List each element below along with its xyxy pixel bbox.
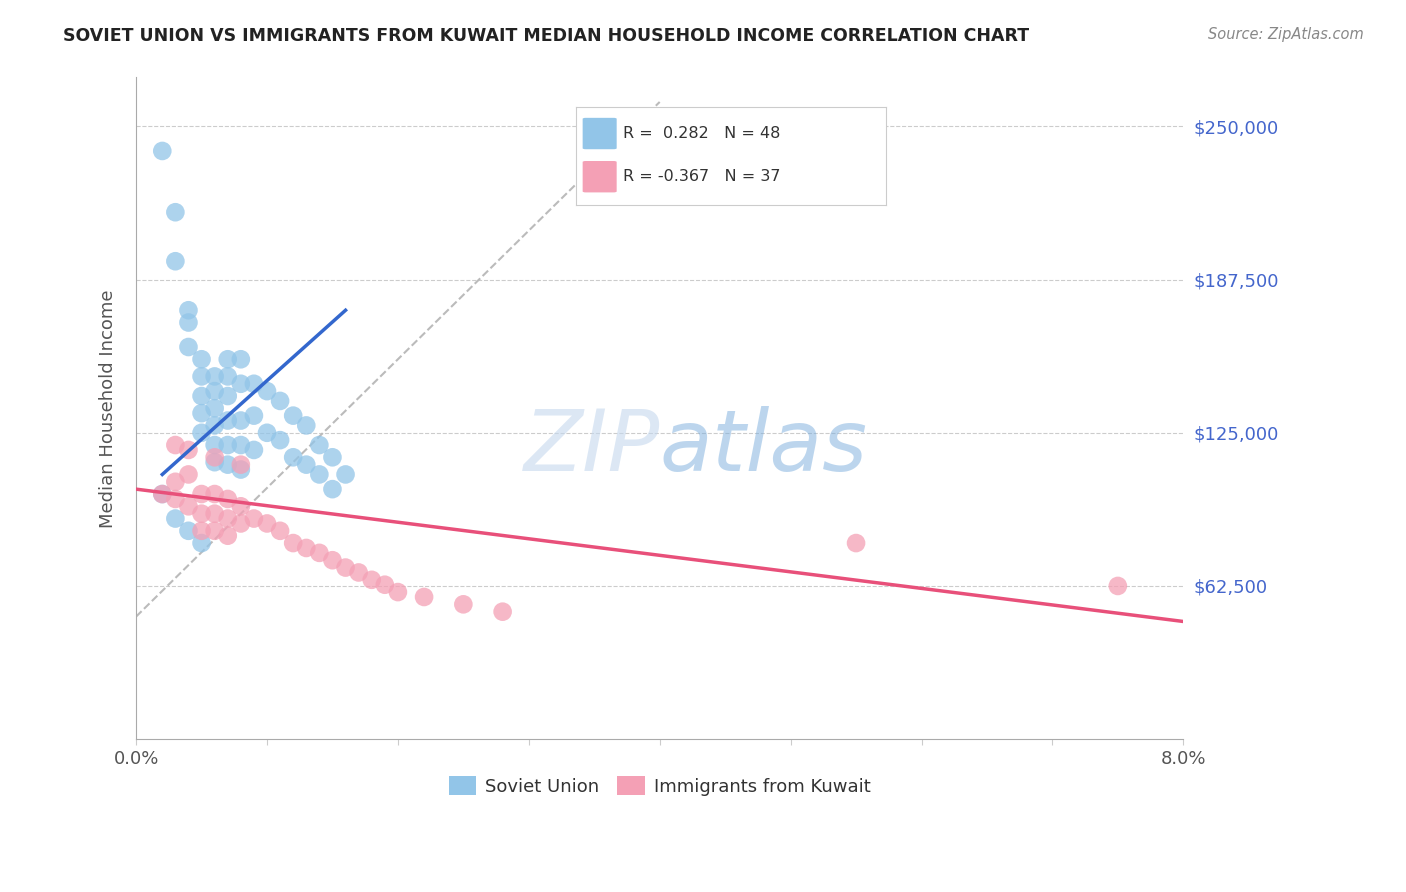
Y-axis label: Median Household Income: Median Household Income [100, 289, 117, 527]
Immigrants from Kuwait [360, 573, 382, 587]
Text: Source: ZipAtlas.com: Source: ZipAtlas.com [1208, 27, 1364, 42]
Immigrants from Kuwait [165, 491, 187, 506]
Soviet Union [256, 384, 278, 398]
Soviet Union [190, 425, 212, 440]
Immigrants from Kuwait [374, 578, 396, 592]
Immigrants from Kuwait [229, 458, 252, 472]
Soviet Union [229, 462, 252, 476]
Immigrants from Kuwait [413, 590, 436, 604]
Immigrants from Kuwait [190, 507, 212, 521]
Text: R =  0.282   N = 48: R = 0.282 N = 48 [623, 126, 780, 141]
Immigrants from Kuwait [491, 605, 513, 619]
Soviet Union [165, 205, 187, 219]
Soviet Union [308, 467, 330, 482]
Soviet Union [177, 524, 200, 538]
Immigrants from Kuwait [150, 487, 173, 501]
Soviet Union [165, 511, 187, 525]
Immigrants from Kuwait [204, 524, 226, 538]
Soviet Union [295, 458, 318, 472]
Immigrants from Kuwait [165, 475, 187, 489]
Soviet Union [321, 450, 343, 465]
Soviet Union [190, 352, 212, 367]
Soviet Union [190, 389, 212, 403]
Soviet Union [335, 467, 357, 482]
Soviet Union [165, 254, 187, 268]
Soviet Union [269, 393, 291, 408]
Immigrants from Kuwait [229, 516, 252, 531]
Immigrants from Kuwait [283, 536, 305, 550]
Soviet Union [190, 536, 212, 550]
Soviet Union [217, 458, 239, 472]
Soviet Union [295, 418, 318, 433]
Soviet Union [177, 303, 200, 318]
Soviet Union [269, 433, 291, 447]
Soviet Union [243, 409, 266, 423]
Immigrants from Kuwait [845, 536, 868, 550]
Immigrants from Kuwait [204, 507, 226, 521]
Soviet Union [177, 316, 200, 330]
Text: ZIP: ZIP [523, 407, 659, 490]
Soviet Union [204, 418, 226, 433]
Immigrants from Kuwait [308, 546, 330, 560]
Immigrants from Kuwait [269, 524, 291, 538]
Soviet Union [229, 352, 252, 367]
Immigrants from Kuwait [165, 438, 187, 452]
Soviet Union [243, 442, 266, 457]
Soviet Union [177, 340, 200, 354]
Soviet Union [150, 487, 173, 501]
Legend: Soviet Union, Immigrants from Kuwait: Soviet Union, Immigrants from Kuwait [441, 769, 877, 803]
Soviet Union [308, 438, 330, 452]
Soviet Union [217, 352, 239, 367]
Soviet Union [229, 376, 252, 391]
Soviet Union [283, 409, 305, 423]
Immigrants from Kuwait [177, 467, 200, 482]
Soviet Union [204, 369, 226, 384]
Soviet Union [229, 438, 252, 452]
Soviet Union [243, 376, 266, 391]
Immigrants from Kuwait [217, 491, 239, 506]
Soviet Union [204, 438, 226, 452]
Immigrants from Kuwait [190, 487, 212, 501]
Soviet Union [229, 413, 252, 427]
Soviet Union [190, 406, 212, 420]
FancyBboxPatch shape [582, 118, 617, 149]
Immigrants from Kuwait [256, 516, 278, 531]
FancyBboxPatch shape [582, 161, 617, 193]
Soviet Union [283, 450, 305, 465]
Immigrants from Kuwait [217, 529, 239, 543]
Text: R = -0.367   N = 37: R = -0.367 N = 37 [623, 169, 780, 185]
Soviet Union [217, 413, 239, 427]
Immigrants from Kuwait [190, 524, 212, 538]
Immigrants from Kuwait [1107, 579, 1129, 593]
Immigrants from Kuwait [217, 511, 239, 525]
Immigrants from Kuwait [177, 442, 200, 457]
Soviet Union [204, 401, 226, 416]
Soviet Union [217, 389, 239, 403]
Soviet Union [321, 482, 343, 496]
Immigrants from Kuwait [453, 597, 475, 611]
Immigrants from Kuwait [295, 541, 318, 555]
Soviet Union [217, 438, 239, 452]
Text: atlas: atlas [659, 407, 868, 490]
Immigrants from Kuwait [204, 450, 226, 465]
Immigrants from Kuwait [243, 511, 266, 525]
Immigrants from Kuwait [347, 566, 370, 580]
Soviet Union [150, 144, 173, 158]
Immigrants from Kuwait [335, 560, 357, 574]
Immigrants from Kuwait [204, 487, 226, 501]
Soviet Union [256, 425, 278, 440]
Soviet Union [204, 455, 226, 469]
Immigrants from Kuwait [229, 500, 252, 514]
Immigrants from Kuwait [321, 553, 343, 567]
Immigrants from Kuwait [387, 585, 409, 599]
Soviet Union [190, 369, 212, 384]
Text: SOVIET UNION VS IMMIGRANTS FROM KUWAIT MEDIAN HOUSEHOLD INCOME CORRELATION CHART: SOVIET UNION VS IMMIGRANTS FROM KUWAIT M… [63, 27, 1029, 45]
Immigrants from Kuwait [177, 500, 200, 514]
Soviet Union [217, 369, 239, 384]
Soviet Union [204, 384, 226, 398]
